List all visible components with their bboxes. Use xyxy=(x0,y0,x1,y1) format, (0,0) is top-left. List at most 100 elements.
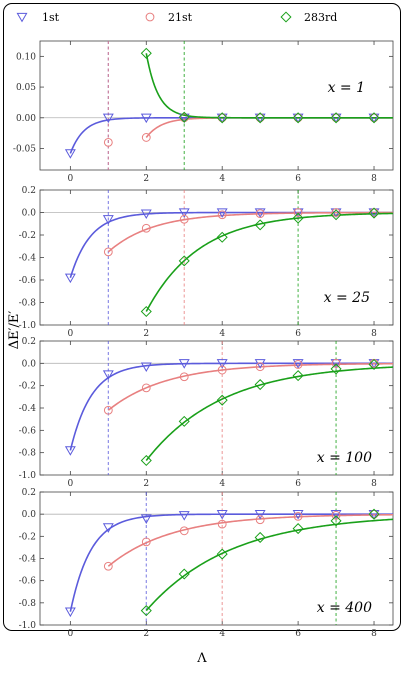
point-21st xyxy=(369,113,379,123)
point-1st xyxy=(216,208,228,218)
panels: 0.100.050.00-0.050 2 4 6 8x = 10.20.0-0.2-0.… xyxy=(13,40,394,639)
curve-1st xyxy=(69,362,393,451)
point-283rd xyxy=(254,531,266,543)
y-tick-label: -0.4 xyxy=(19,404,37,414)
y-tick-label: 0.05 xyxy=(16,83,36,93)
point-1st xyxy=(64,607,76,618)
point-21st xyxy=(103,405,113,415)
panel-label: x = 25 xyxy=(324,290,370,306)
x-axis-title: Λ xyxy=(196,651,207,666)
point-1st xyxy=(102,370,114,380)
point-283rd xyxy=(178,111,190,123)
curve-1st xyxy=(69,116,393,154)
y-tick-label: 0.2 xyxy=(22,186,36,196)
point-1st xyxy=(64,446,76,456)
panel-4: 0.2 0.0 -0.2 -0.4 -0.6 -0.8 -1.0 0 2 4 6 8 x = 400 xyxy=(19,488,394,639)
point-21st xyxy=(179,526,189,536)
point-283rd xyxy=(330,112,342,124)
y-tick-label: 0.0 xyxy=(22,359,37,369)
point-21st xyxy=(179,214,189,224)
x-tick-label: 8 xyxy=(371,329,377,339)
legend-label-21st: 21st xyxy=(168,11,193,24)
point-1st xyxy=(102,523,114,533)
point-283rd xyxy=(178,568,190,580)
x-tick-label: 0 xyxy=(67,629,73,639)
point-283rd xyxy=(254,112,266,124)
point-21st xyxy=(217,210,227,220)
point-21st xyxy=(217,519,227,529)
point-1st xyxy=(64,273,76,284)
panel-frame xyxy=(39,40,394,171)
point-21st xyxy=(141,133,151,142)
point-283rd xyxy=(216,112,228,124)
curve-283rd xyxy=(145,518,394,612)
point-21st xyxy=(141,383,151,393)
point-21st xyxy=(331,113,341,123)
y-tick-label: -0.6 xyxy=(19,426,37,436)
figure-frame xyxy=(3,3,401,631)
x-tick-label: 8 xyxy=(371,629,377,639)
point-21st xyxy=(293,208,303,217)
y-tick-label: 0.2 xyxy=(22,488,36,498)
y-tick-label: -0.4 xyxy=(19,254,37,264)
point-1st xyxy=(102,215,114,225)
curve-283rd xyxy=(145,366,394,461)
x-tick-label: 6 xyxy=(295,629,301,639)
y-tick-label: -0.2 xyxy=(19,231,36,241)
y-tick-label: -0.6 xyxy=(19,577,37,587)
point-1st xyxy=(292,359,304,369)
point-21st xyxy=(103,561,113,571)
panel-label: x = 100 xyxy=(317,450,372,466)
legend-label-1st: 1st xyxy=(42,11,60,24)
point-283rd xyxy=(178,255,190,267)
panel-2: 0.2 0.0 -0.2 -0.4 -0.6 -0.8 -1.0 0 2 4 6 8 x = 25 xyxy=(19,186,394,339)
point-283rd xyxy=(178,415,190,427)
x-tick-label: 4 xyxy=(219,174,225,184)
legend-marker-21st xyxy=(145,12,155,22)
point-1st xyxy=(140,209,152,220)
point-283rd xyxy=(216,231,228,243)
point-283rd xyxy=(216,394,228,406)
y-tick-label: -0.8 xyxy=(19,599,37,609)
point-21st xyxy=(369,509,379,519)
point-283rd xyxy=(330,363,342,375)
point-21st xyxy=(217,113,227,123)
y-tick-label: -1.0 xyxy=(19,471,37,481)
legend-marker-283rd xyxy=(280,11,292,23)
point-1st xyxy=(140,514,152,524)
point-21st xyxy=(255,515,265,525)
point-1st xyxy=(64,149,76,159)
point-283rd xyxy=(254,379,266,391)
y-tick-label: 0.00 xyxy=(16,114,36,124)
panel-3: 0.2 0.0 -0.2 -0.4 -0.6 -0.8 -1.0 0 2 4 6 8 x = 100 xyxy=(19,337,394,489)
point-21st xyxy=(141,223,151,233)
y-tick-label: -0.8 xyxy=(19,299,37,309)
point-1st xyxy=(216,509,228,520)
point-1st xyxy=(178,511,190,521)
point-21st xyxy=(255,362,265,372)
x-tick-label: 2 xyxy=(143,629,149,639)
x-tick-label: 2 xyxy=(143,479,149,489)
y-tick-label: -0.4 xyxy=(19,555,37,565)
y-tick-label: -0.2 xyxy=(19,532,36,542)
panel-label: x = 1 xyxy=(328,80,365,96)
point-21st xyxy=(103,247,113,257)
point-21st xyxy=(331,358,341,368)
point-21st xyxy=(293,511,303,521)
point-21st xyxy=(179,372,189,382)
y-tick-label: 0.2 xyxy=(22,337,36,347)
x-tick-label: 0 xyxy=(67,174,73,184)
point-21st xyxy=(331,208,341,217)
point-283rd xyxy=(368,508,380,520)
x-tick-label: 4 xyxy=(219,629,225,639)
y-tick-label: -0.6 xyxy=(19,276,37,286)
x-tick-label: 2 xyxy=(143,329,149,339)
point-283rd xyxy=(140,47,152,59)
point-283rd xyxy=(140,605,152,617)
curve-21st xyxy=(107,513,394,567)
point-283rd xyxy=(292,523,304,535)
x-tick-label: 0 xyxy=(67,479,73,489)
point-283rd xyxy=(292,212,304,224)
point-283rd xyxy=(216,548,228,560)
